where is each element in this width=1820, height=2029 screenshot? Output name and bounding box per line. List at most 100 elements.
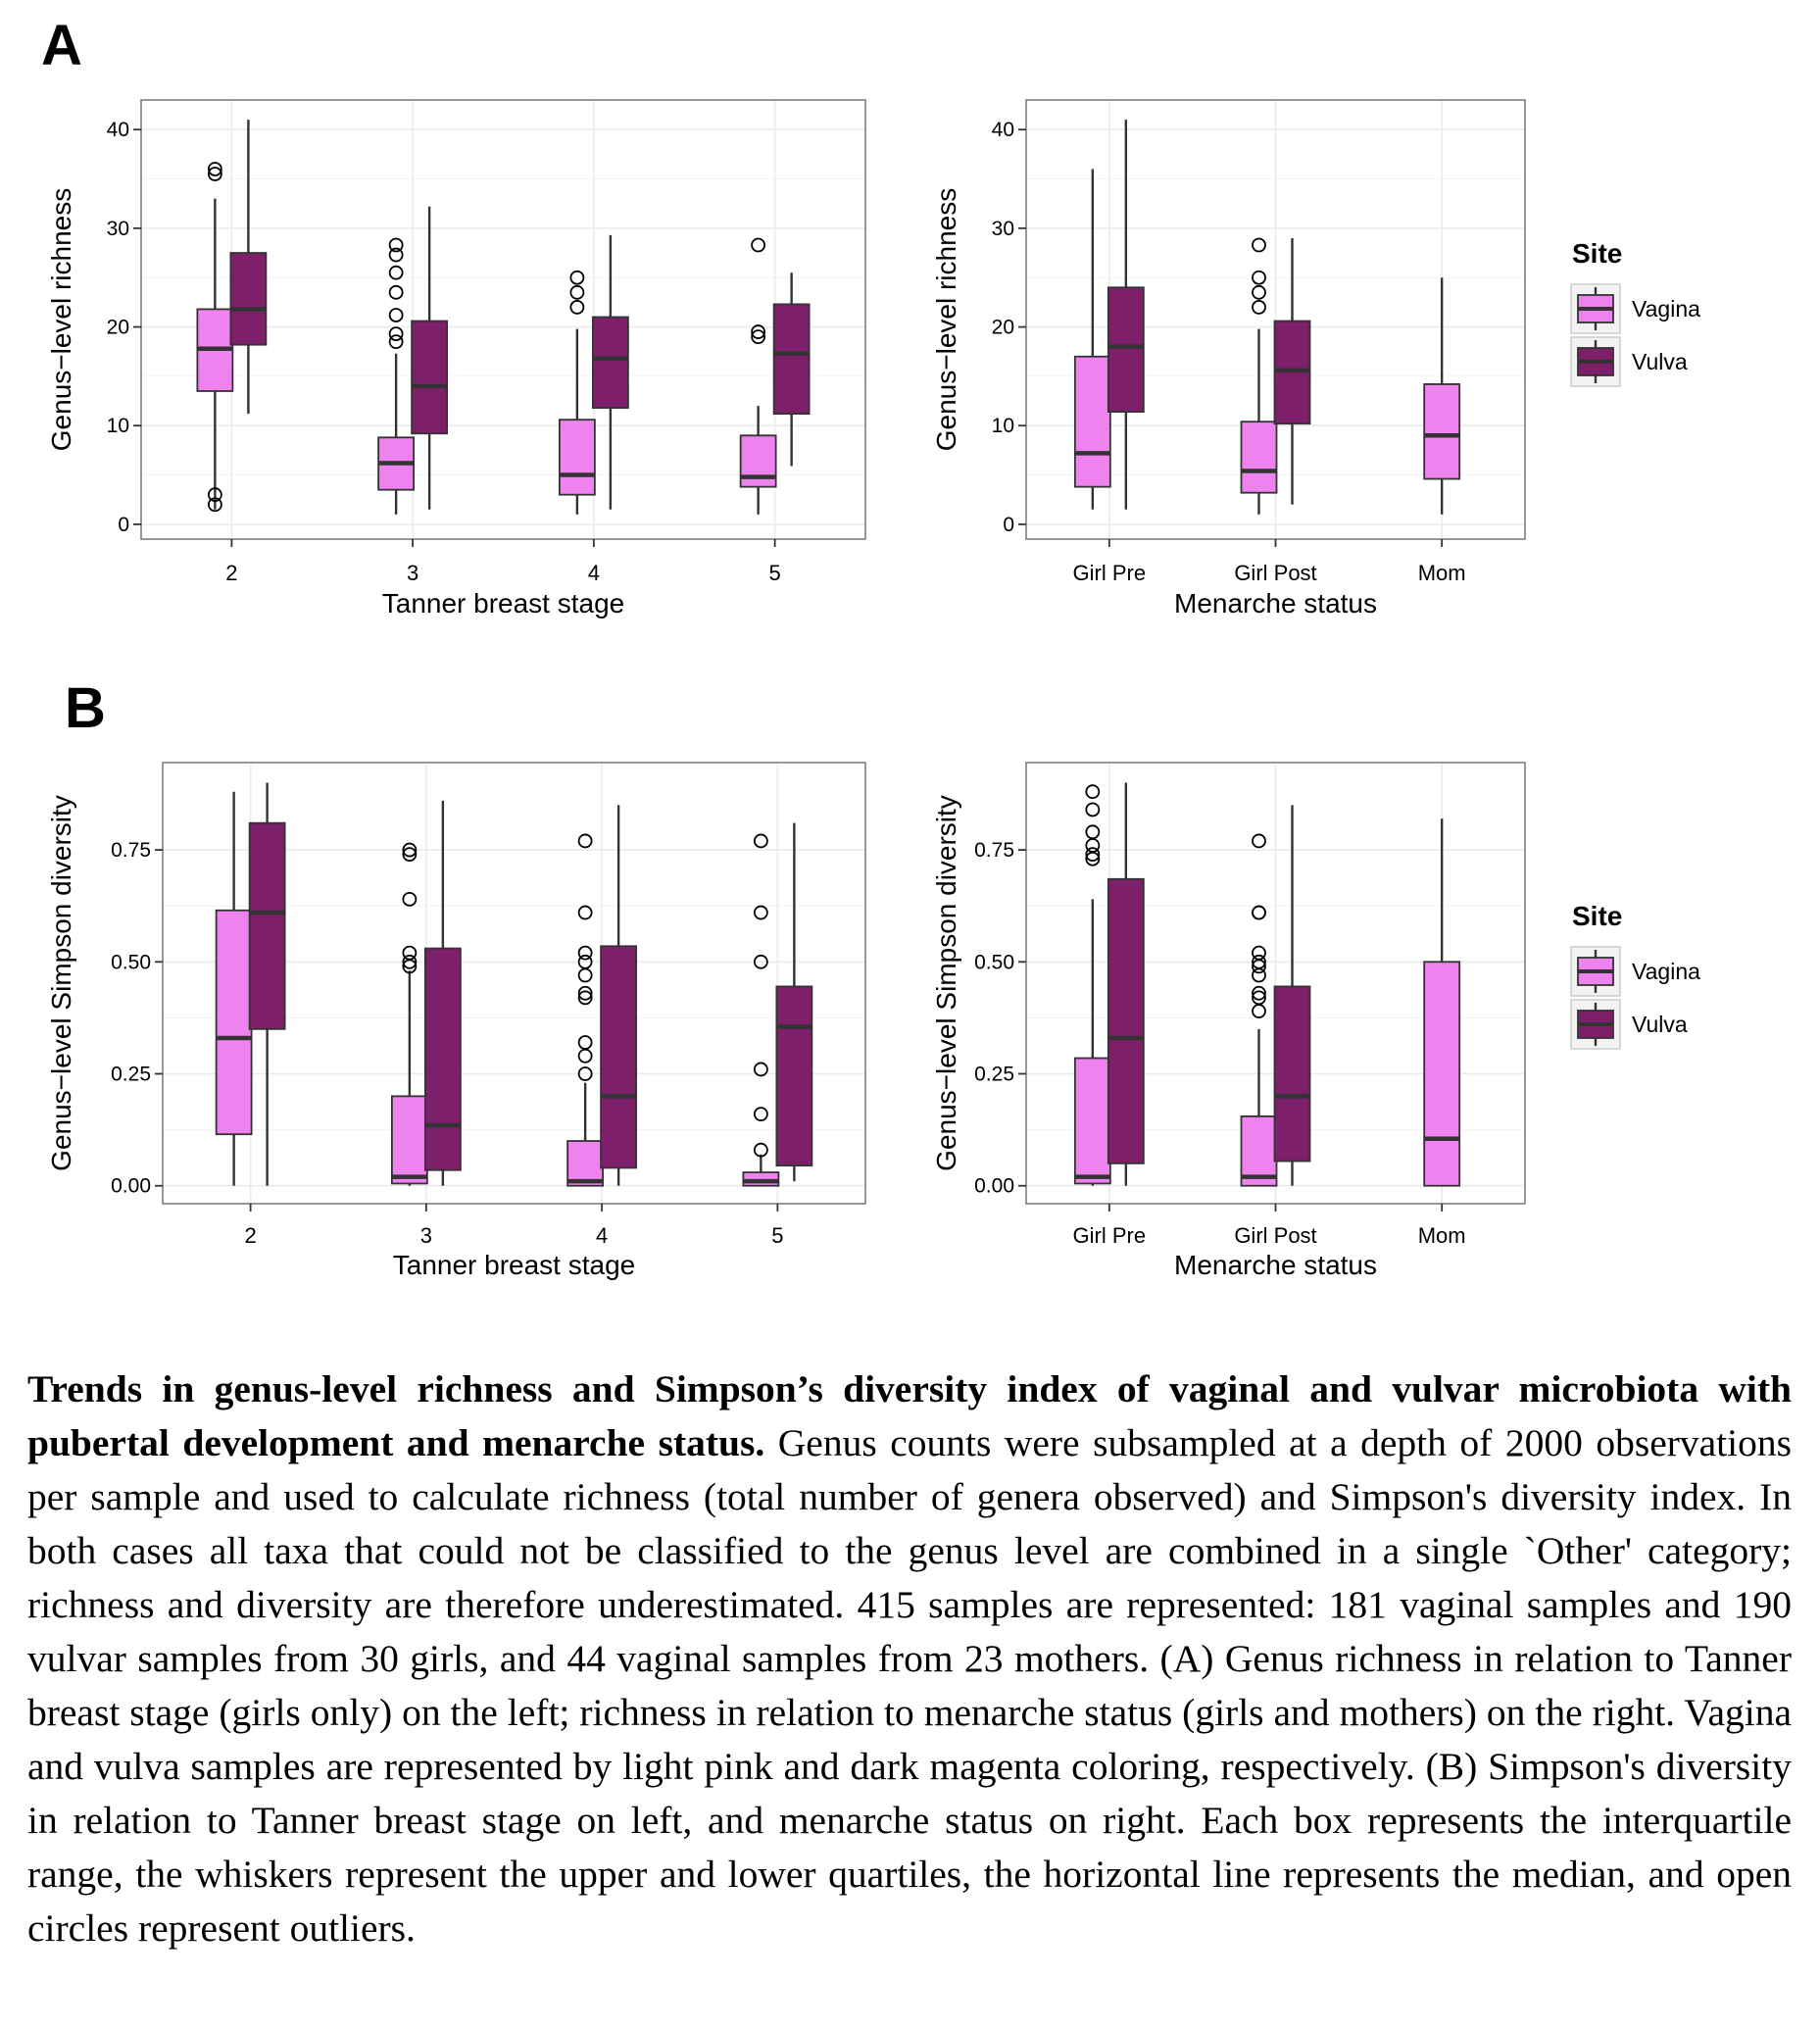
- chart-panel-2: 0 10 20 30 40 Girl Pre Girl Post Mom Menarche st…: [931, 99, 1526, 619]
- y-tick-label: 0.50: [974, 951, 1014, 973]
- iqr-box: [566, 1140, 605, 1187]
- x-tick-label: Mom: [1418, 1223, 1466, 1248]
- box-vulva-girl-post: [1273, 805, 1311, 1186]
- outlier-point: [207, 162, 222, 176]
- x-axis-title: Tanner breast stage: [393, 1250, 636, 1280]
- legend-label-vagina: Vagina: [1632, 296, 1700, 322]
- outlier-point: [402, 842, 418, 858]
- panel-border: [162, 762, 866, 1205]
- box-vulva-3: [423, 800, 462, 1186]
- y-axis-title: Genus−level richness: [46, 188, 76, 451]
- outlier-point: [1252, 954, 1266, 969]
- iqr-box: [248, 821, 286, 1030]
- outlier-point: [577, 1035, 593, 1050]
- caption-title: Trends in genus-level richness and Simps…: [27, 1367, 1792, 1464]
- iqr-box: [742, 1171, 780, 1187]
- outlier-point: [1085, 847, 1101, 863]
- box-vulva-4: [591, 234, 629, 510]
- y-tick-label: 0.50: [111, 951, 151, 973]
- x-axis-title: Menarche status: [1174, 588, 1377, 619]
- outlier-point: [1252, 300, 1266, 315]
- box-vagina-5: [739, 237, 777, 515]
- outlier-point: [1085, 802, 1101, 817]
- x-tick-label: Mom: [1418, 561, 1466, 585]
- outlier-point: [388, 308, 404, 322]
- legend-label-vulva: Vulva: [1632, 1012, 1688, 1037]
- outlier-point: [569, 300, 585, 315]
- box-vagina-4: [566, 833, 605, 1187]
- outlier-point: [577, 833, 593, 849]
- outlier-point: [1252, 270, 1266, 285]
- box-vulva-3: [411, 206, 449, 510]
- y-tick-label: 30: [107, 218, 129, 240]
- box-vulva-5: [772, 272, 811, 467]
- x-axis-title: Tanner breast stage: [382, 588, 625, 619]
- x-tick-label: 5: [769, 561, 781, 585]
- y-tick-label: 0: [1003, 514, 1014, 536]
- iqr-box: [1273, 985, 1311, 1163]
- outlier-point: [577, 1066, 593, 1081]
- y-tick-label: 40: [992, 119, 1014, 141]
- outlier-point: [1085, 784, 1101, 800]
- outlier-point: [388, 247, 404, 263]
- x-tick-label: 4: [588, 561, 600, 585]
- box-vagina-5: [742, 833, 780, 1187]
- outlier-point: [388, 265, 404, 280]
- outlier-point: [569, 284, 585, 300]
- outlier-point: [1252, 905, 1266, 920]
- outlier-point: [753, 1107, 768, 1122]
- legend-key-vagina: [1570, 283, 1621, 334]
- outlier-point: [751, 324, 766, 339]
- panel-border: [140, 99, 866, 540]
- x-tick-label: 5: [771, 1223, 783, 1248]
- box-vagina-2: [196, 162, 234, 513]
- outlier-point: [751, 237, 766, 253]
- outlier-point: [1252, 985, 1266, 1001]
- box-vulva-2: [248, 782, 286, 1186]
- outlier-point: [402, 945, 418, 961]
- box-vulva-4: [600, 805, 638, 1186]
- outlier-point: [207, 497, 222, 513]
- iqr-box: [1073, 355, 1111, 488]
- y-tick-label: 40: [107, 119, 129, 141]
- box-vulva-girl-post: [1273, 237, 1311, 505]
- y-tick-label: 30: [992, 218, 1014, 240]
- y-tick-label: 0.00: [111, 1175, 151, 1198]
- figure-caption: Trends in genus-level richness and Simps…: [27, 1362, 1792, 1955]
- iqr-box: [1423, 383, 1461, 480]
- outlier-point: [388, 284, 404, 300]
- outlier-point: [1252, 945, 1266, 961]
- outlier-point: [1085, 824, 1101, 840]
- x-tick-label: 3: [420, 1223, 432, 1248]
- outlier-point: [753, 833, 768, 849]
- outlier-point: [753, 905, 768, 920]
- y-tick-label: 20: [107, 317, 129, 339]
- legend-title: Site: [1572, 238, 1622, 269]
- outlier-point: [1252, 284, 1266, 300]
- box-vagina-3: [390, 842, 428, 1186]
- legend-label-vulva: Vulva: [1632, 349, 1688, 374]
- legend-label-vagina: Vagina: [1632, 959, 1700, 984]
- box-vagina-4: [558, 270, 596, 515]
- iqr-box: [390, 1095, 428, 1185]
- iqr-box: [1107, 877, 1145, 1164]
- x-tick-label: 2: [225, 561, 237, 585]
- outlier-point: [753, 1142, 768, 1158]
- iqr-box: [558, 419, 596, 496]
- chart-panel-1: 0 10 20 30 40 2 3 4 5 Tanner breast stage Genus−le…: [46, 99, 866, 619]
- y-axis-title: Genus−level Simpson diversity: [931, 795, 961, 1171]
- legend-key-vulva: [1570, 336, 1621, 387]
- outlier-point: [402, 891, 418, 907]
- box-vagina-2: [215, 791, 253, 1186]
- y-tick-label: 0.25: [111, 1064, 151, 1086]
- outlier-point: [569, 270, 585, 285]
- outlier-point: [577, 985, 593, 1001]
- y-axis-title: Genus−level Simpson diversity: [46, 795, 76, 1171]
- y-tick-label: 0.75: [111, 839, 151, 862]
- y-tick-label: 0: [118, 514, 129, 536]
- outlier-point: [402, 847, 418, 863]
- outlier-point: [1252, 833, 1266, 849]
- box-vagina-3: [377, 237, 416, 515]
- outlier-point: [388, 326, 404, 341]
